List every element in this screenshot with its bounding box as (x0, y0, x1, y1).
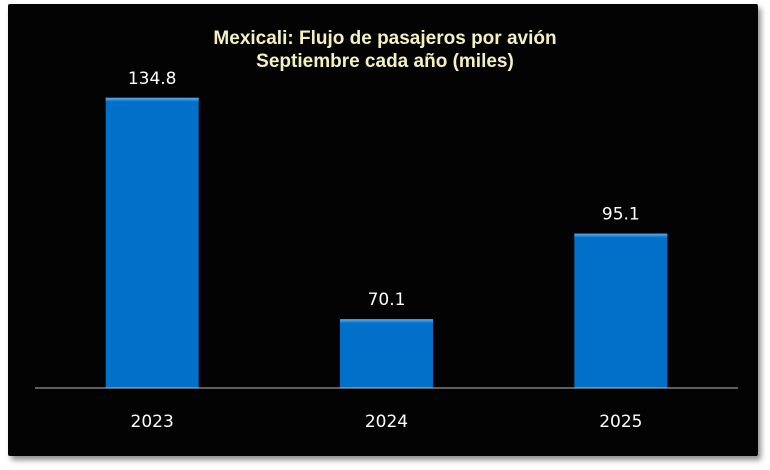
data-label: 70.1 (368, 290, 406, 310)
x-tick-label: 2024 (365, 412, 408, 432)
chart-subtitle: Septiembre cada año (miles) (256, 51, 514, 72)
data-label: 134.8 (128, 69, 177, 89)
chart-title: Mexicali: Flujo de pasajeros por avión (213, 28, 556, 49)
bar-2025 (574, 233, 668, 388)
bar-2023 (105, 97, 199, 388)
bar-bevel (105, 97, 199, 102)
bar-2024 (340, 319, 433, 388)
x-tick-label: 2023 (131, 412, 174, 432)
bar-bevel (574, 233, 668, 238)
x-tick-label: 2025 (599, 412, 642, 432)
bar-bevel (340, 319, 433, 324)
data-label: 95.1 (602, 205, 640, 225)
